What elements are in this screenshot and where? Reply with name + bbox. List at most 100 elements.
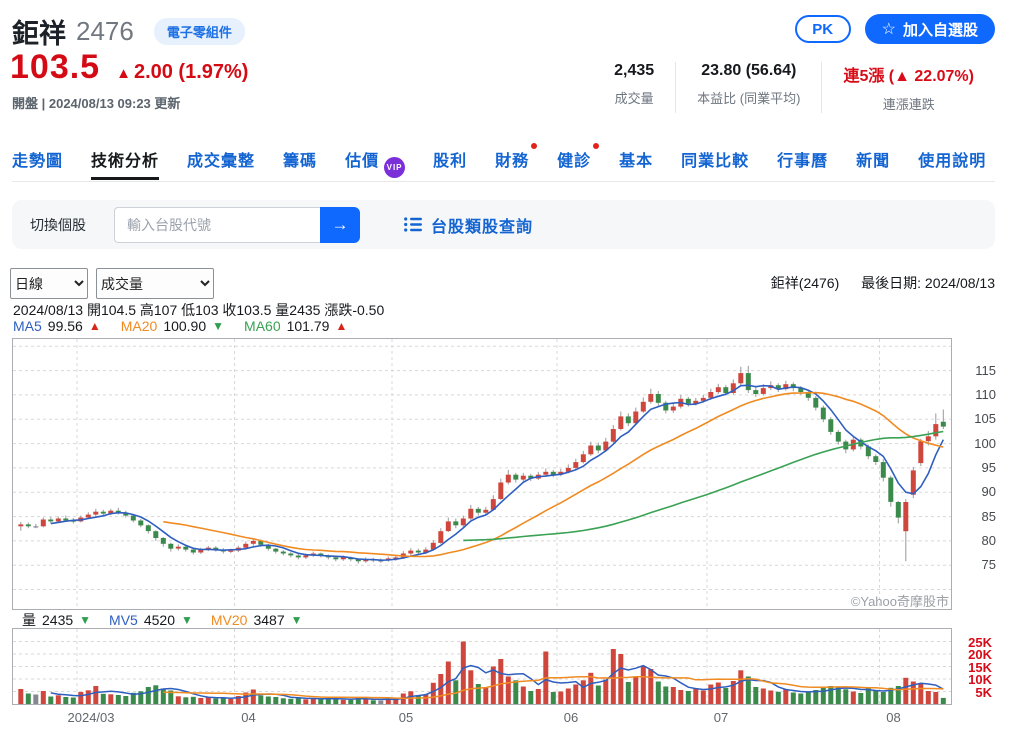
tab-label: 新聞 — [856, 153, 891, 170]
up-triangle-icon: ▲ — [88, 319, 101, 333]
tab-技術分析[interactable]: 技術分析 — [91, 147, 160, 180]
price-axis: 115 110 105 100 95 90 85 80 75 — [958, 338, 996, 610]
notification-dot — [593, 143, 600, 149]
legend-label: MV5 — [109, 612, 138, 628]
legend-value: 2435 — [42, 612, 74, 628]
tab-divider — [12, 181, 995, 182]
time-axis-label: 06 — [563, 710, 579, 725]
price-axis-label: 110 — [975, 386, 996, 402]
price-axis-label: 85 — [981, 508, 996, 524]
stock-title-row: 鉅祥 2476 電子零組件 — [12, 12, 245, 51]
volume-axis-label: 25K — [968, 634, 992, 650]
add-watchlist-button[interactable]: ☆ 加入自選股 — [864, 14, 995, 44]
down-triangle-icon: ▼ — [290, 613, 303, 627]
legend-label: MA20 — [120, 318, 158, 334]
tab-走勢圖[interactable]: 走勢圖 — [12, 147, 63, 178]
volume-chart-canvas[interactable] — [13, 629, 951, 705]
tab-成交彙整[interactable]: 成交彙整 — [187, 147, 255, 178]
vip-badge: VIP — [384, 157, 406, 178]
tab-籌碼[interactable]: 籌碼 — [283, 147, 317, 178]
time-axis-label: 05 — [398, 710, 414, 725]
down-triangle-icon: ▼ — [79, 613, 92, 627]
volume-legend: 量 2435 ▼ MV5 4520 ▼ MV20 3487 ▼ — [22, 610, 303, 630]
legend-item-量: 量 2435 ▼ — [22, 610, 91, 630]
volume-axis-label: 10K — [968, 672, 992, 687]
tab-label: 成交彙整 — [187, 153, 256, 170]
tab-基本[interactable]: 基本 — [619, 147, 653, 178]
category-badge[interactable]: 電子零組件 — [153, 18, 245, 45]
tab-使用說明[interactable]: 使用說明 — [918, 147, 986, 178]
price-axis-label: 80 — [981, 532, 996, 548]
tab-label: 使用說明 — [918, 153, 987, 170]
stat-value: 連5漲 (▲ 22.07%) — [843, 68, 974, 85]
stock-ref-label: 鉅祥(2476) — [770, 275, 840, 291]
stock-code-input[interactable] — [114, 206, 320, 243]
legend-label: MA60 — [244, 318, 281, 334]
up-triangle-icon: ▲ — [335, 319, 348, 333]
tab-label: 健診 — [557, 153, 592, 170]
stat-item: 連5漲 (▲ 22.07%) 連漲連跌 — [821, 62, 995, 113]
tab-label: 同業比較 — [681, 153, 750, 170]
stat-item: 2,435 成交量 — [593, 62, 675, 113]
stats-row: 2,435 成交量 23.80 (56.64) 本益比 (同業平均) 連5漲 (▲ 22… — [593, 62, 995, 113]
ohlc-readout: 2024/08/13 開104.5 高107 低103 收103.5 量2435… — [13, 302, 385, 318]
last-date-label: 最後日期: 2024/08/13 — [861, 275, 995, 291]
tab-股利[interactable]: 股利 — [433, 147, 467, 178]
tab-label: 技術分析 — [91, 153, 160, 170]
volume-axis-label: 15K — [968, 659, 992, 675]
up-triangle-icon: ▲ — [116, 65, 131, 82]
legend-value: 100.90 — [163, 318, 207, 334]
stat-item: 23.80 (56.64) 本益比 (同業平均) — [675, 62, 821, 113]
sector-query-link[interactable]: 台股類股查詢 — [404, 213, 533, 237]
volume-chart[interactable] — [12, 628, 952, 705]
time-axis-label: 2024/03 — [67, 710, 115, 725]
tab-label: 走勢圖 — [12, 153, 64, 170]
indicator-select[interactable]: 成交量 — [96, 268, 214, 299]
price-change-text: 2.00 (1.97%) — [133, 61, 249, 83]
time-axis-label: 07 — [713, 710, 729, 725]
current-price: 103.5 — [10, 48, 101, 86]
down-triangle-icon: ▼ — [181, 613, 193, 627]
legend-value: 99.56 — [47, 318, 83, 334]
tab-label: 籌碼 — [283, 153, 318, 170]
legend-item-MA5: MA5 99.56 ▲ — [13, 318, 101, 334]
update-status: 開盤 | 2024/08/13 09:23 更新 — [12, 96, 181, 111]
search-submit-button[interactable]: → — [320, 206, 360, 243]
price-axis-label: 105 — [974, 411, 996, 427]
candlestick-chart[interactable] — [12, 338, 952, 610]
switch-stock-label: 切換個股 — [30, 216, 86, 233]
tab-新聞[interactable]: 新聞 — [856, 147, 890, 178]
arrow-right-icon: → — [331, 214, 349, 234]
price-axis-label: 95 — [981, 459, 996, 475]
tab-label: 估價 — [345, 153, 380, 170]
tab-健診[interactable]: 健診 — [557, 143, 600, 178]
stock-switch-bar: 切換個股 → 台股類股查詢 — [12, 200, 995, 249]
tab-bar: 走勢圖 技術分析 成交彙整 籌碼 估價 VIP 股利 財務 健診 基本 同業比較 行事曆 新聞 使用說明 — [12, 143, 986, 180]
tab-label: 股利 — [433, 153, 468, 170]
chart-reference: 鉅祥(2476) 最後日期: 2024/08/13 — [771, 273, 995, 293]
legend-item-MA20: MA20 100.90 ▼ — [121, 318, 224, 334]
legend-item-MV5: MV5 4520 ▼ — [109, 610, 193, 630]
tab-財務[interactable]: 財務 — [495, 143, 538, 178]
legend-item-MV20: MV20 3487 ▼ — [211, 610, 303, 630]
legend-label: MV20 — [210, 612, 248, 628]
tab-估價[interactable]: 估價 VIP — [345, 147, 406, 178]
tab-label: 基本 — [619, 153, 654, 170]
tab-行事曆[interactable]: 行事曆 — [777, 147, 828, 178]
volume-axis-label: 20K — [968, 647, 992, 662]
tab-label: 行事曆 — [777, 153, 829, 170]
ma-legend: MA5 99.56 ▲ MA20 100.90 ▼ MA60 101.79 ▲ — [13, 318, 347, 334]
period-select[interactable]: 日線 — [10, 268, 88, 299]
legend-value: 101.79 — [286, 318, 330, 334]
sector-query-label: 台股類股查詢 — [431, 218, 534, 236]
tab-同業比較[interactable]: 同業比較 — [681, 147, 749, 178]
category-list-icon — [404, 217, 422, 232]
pk-button[interactable]: PK — [794, 15, 851, 43]
legend-label: MA5 — [13, 318, 42, 334]
candlestick-chart-canvas[interactable] — [13, 339, 951, 609]
down-triangle-icon: ▼ — [212, 319, 225, 333]
time-axis-label: 04 — [241, 710, 256, 725]
header-buttons: PK ☆ 加入自選股 — [794, 14, 995, 44]
price-axis-label: 75 — [981, 557, 996, 573]
